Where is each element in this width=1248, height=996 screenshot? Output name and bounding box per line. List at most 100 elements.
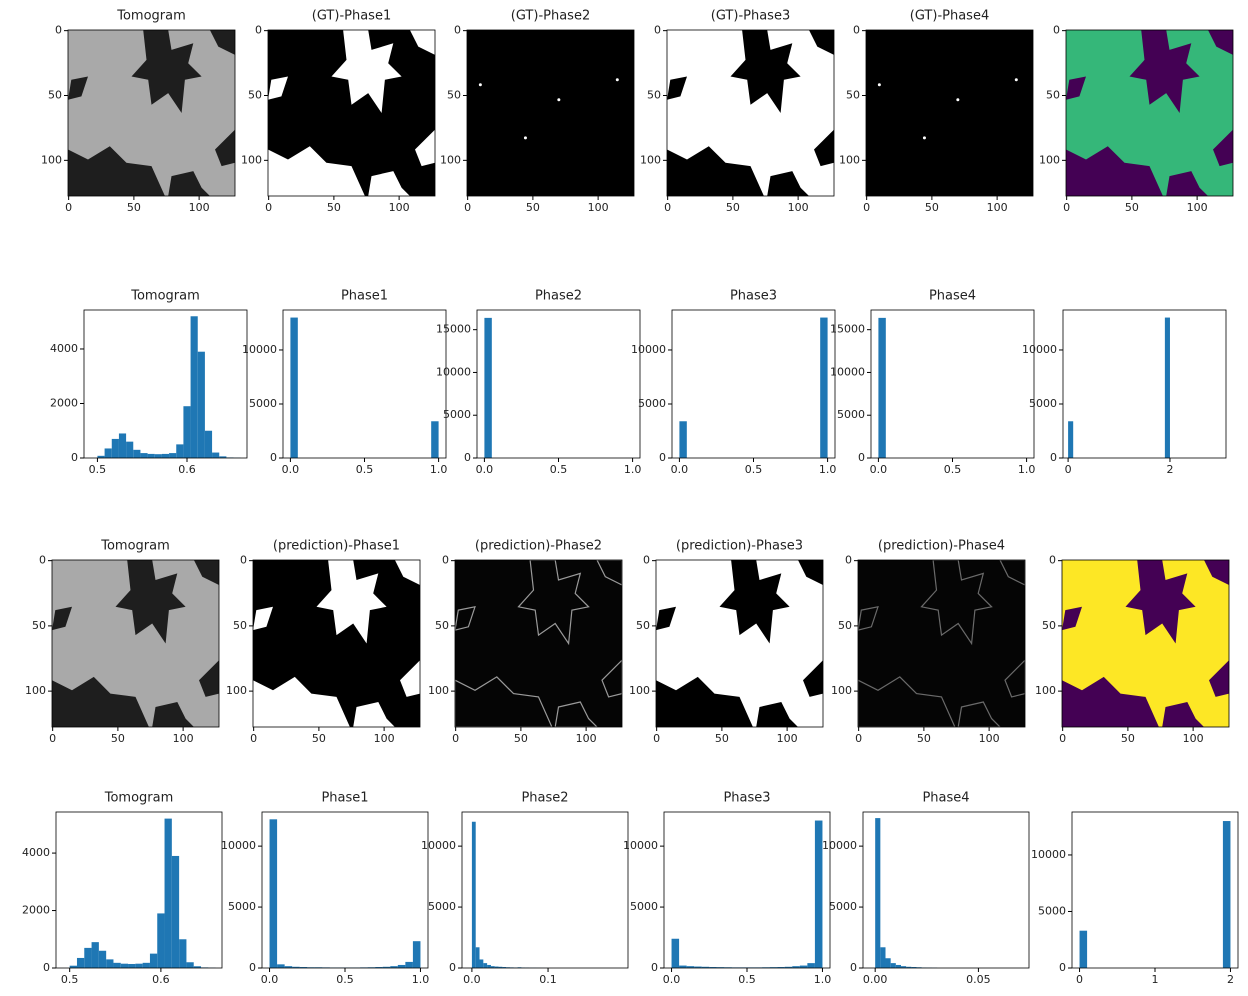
- x-tick-label: 0.00: [863, 973, 888, 986]
- y-tick-label: 15000: [436, 323, 471, 336]
- axes-frame: [267, 29, 436, 197]
- image: [253, 560, 420, 727]
- y-tick-label: 0: [55, 24, 62, 37]
- y-tick-label: 100: [839, 153, 860, 166]
- histogram-bar: [799, 965, 808, 968]
- histogram-bar: [292, 966, 300, 968]
- histogram-bar: [190, 316, 198, 458]
- histogram-bar: [69, 965, 77, 968]
- x-tick-label: 100: [979, 732, 1000, 745]
- x-tick-label: 0: [1076, 973, 1083, 986]
- image-region: [268, 146, 365, 196]
- panel: (prediction)-Phase2 0 50 100 0 50 100: [428, 539, 623, 745]
- histogram-bar: [792, 966, 800, 968]
- histogram-bar: [97, 455, 105, 458]
- y-tick-label: 0: [1059, 961, 1066, 974]
- histogram-bar: [111, 438, 119, 458]
- y-tick-label: 0: [643, 554, 650, 567]
- panel-title: Tomogram: [116, 9, 186, 24]
- y-tick-label: 100: [440, 153, 461, 166]
- image-region: [756, 702, 798, 727]
- panel-title: Phase1: [321, 791, 368, 806]
- x-tick-label: 100: [189, 201, 210, 214]
- y-tick-label: 50: [32, 619, 46, 632]
- y-tick-label: 50: [48, 88, 62, 101]
- image-dot: [922, 136, 926, 140]
- y-tick-label: 100: [25, 684, 46, 697]
- image-region: [316, 560, 387, 644]
- histogram-bar: [179, 939, 187, 968]
- image-edge: [455, 676, 553, 727]
- image-region: [1166, 171, 1208, 196]
- histogram-bar: [126, 441, 134, 458]
- histogram-bar: [900, 966, 907, 968]
- histogram-bar: [390, 966, 398, 968]
- image-region: [1066, 76, 1086, 100]
- image-region: [131, 30, 202, 113]
- y-tick-label: 50: [248, 88, 262, 101]
- image-region: [719, 560, 790, 644]
- image-edge: [517, 560, 590, 646]
- y-tick-label: 0: [449, 961, 456, 974]
- histogram-bar: [911, 967, 917, 968]
- x-tick-label: 0: [65, 201, 72, 214]
- y-tick-label: 0: [858, 451, 865, 464]
- y-tick-label: 5000: [638, 397, 666, 410]
- image-edge: [601, 659, 622, 698]
- x-tick-label: 50: [312, 732, 326, 745]
- axes-frame: [666, 29, 835, 197]
- y-tick-label: 5000: [428, 900, 456, 913]
- panel-title: Tomogram: [130, 289, 200, 304]
- x-tick-label: 0.5: [944, 463, 962, 476]
- image-region: [209, 30, 235, 55]
- axes-frame: [252, 559, 421, 728]
- image-edge: [554, 701, 598, 727]
- image-dot: [615, 78, 619, 82]
- y-tick-label: 0: [255, 24, 262, 37]
- image: [52, 560, 219, 727]
- panel: (prediction)-Phase3 0 50 100 0 50 100: [629, 539, 824, 745]
- x-tick-label: 0.5: [61, 973, 79, 986]
- y-tick-label: 50: [846, 88, 860, 101]
- y-tick-label: 0: [654, 24, 661, 37]
- histogram-bar: [885, 958, 891, 968]
- x-tick-label: 50: [925, 201, 939, 214]
- y-tick-label: 0: [464, 451, 471, 464]
- x-tick-label: 1.0: [430, 463, 448, 476]
- panel: 0 2 0 5000 10000: [1022, 309, 1227, 476]
- axes-frame: [655, 559, 824, 728]
- histogram-bar: [686, 966, 695, 968]
- image: [656, 560, 823, 727]
- histogram-bar: [431, 421, 439, 458]
- image-region: [1213, 129, 1233, 167]
- x-tick-label: 1.0: [814, 973, 832, 986]
- image-region: [1209, 660, 1229, 697]
- x-tick-label: 50: [111, 732, 125, 745]
- x-tick-label: 100: [777, 732, 798, 745]
- panel: Phase3 0.0 0.5 1.0 0 5000 10000: [623, 791, 831, 987]
- plot-background: [871, 310, 1034, 458]
- x-tick-label: 2: [1227, 973, 1234, 986]
- image: [1066, 30, 1233, 196]
- image-region: [798, 560, 823, 585]
- image-region: [199, 660, 219, 697]
- panel-title: (GT)-Phase4: [910, 9, 989, 24]
- y-tick-label: 2000: [50, 396, 78, 409]
- y-tick-label: 5000: [1038, 904, 1066, 917]
- panel: (GT)-Phase4 0 50 100 0 50 100: [839, 9, 1034, 214]
- image-region: [415, 129, 435, 167]
- histogram-bar: [701, 966, 710, 968]
- x-tick-label: 50: [327, 201, 341, 214]
- histogram-bar: [1164, 317, 1170, 458]
- panel: (GT)-Phase2 0 50 100 0 50 100: [440, 9, 635, 214]
- y-tick-label: 0: [240, 554, 247, 567]
- histogram-bar: [193, 966, 202, 968]
- histogram-bar: [890, 963, 896, 968]
- y-tick-label: 0: [651, 961, 658, 974]
- x-tick-label: 0: [1063, 201, 1070, 214]
- x-tick-label: 1.0: [819, 463, 837, 476]
- panel-title: Phase4: [929, 289, 976, 304]
- y-tick-label: 50: [647, 88, 661, 101]
- histogram-bar: [290, 317, 298, 458]
